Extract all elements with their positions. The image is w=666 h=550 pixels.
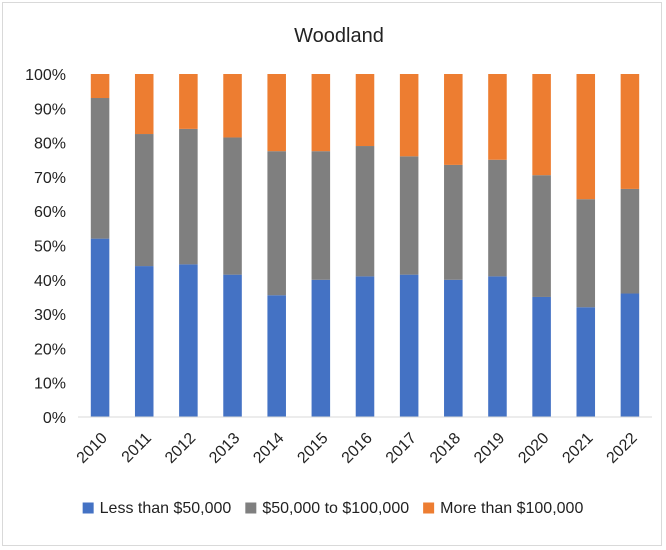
bar-stack-2019 xyxy=(488,74,507,417)
x-tick-label: 2015 xyxy=(294,430,331,467)
x-tick-label: 2021 xyxy=(559,430,596,467)
bar-stack-2018 xyxy=(444,74,463,417)
bar-stack-2010 xyxy=(90,74,110,417)
bar-segment-2016-series-1 xyxy=(355,146,375,277)
legend-item: More than $100,000 xyxy=(423,500,583,517)
y-tick-label: 60% xyxy=(34,204,66,221)
bar-segment-2012-series-0 xyxy=(179,264,198,417)
legend: Less than $50,000 $50,000 to $100,000 More… xyxy=(82,500,583,517)
bar-stack-2014 xyxy=(267,74,286,417)
bar-segment-2018-series-0 xyxy=(444,279,463,417)
bar-segment-2019-series-1 xyxy=(488,159,507,277)
bars xyxy=(90,74,640,417)
bar-segment-2010-series-1 xyxy=(90,98,110,239)
x-tick-label: 2016 xyxy=(339,430,376,467)
bar-stack-2013 xyxy=(223,74,242,417)
legend-swatch xyxy=(423,502,435,514)
bar-segment-2015-series-1 xyxy=(311,151,331,280)
bar-segment-2019-series-2 xyxy=(488,74,507,160)
bar-segment-2022-series-1 xyxy=(620,188,640,294)
bar-segment-2021-series-1 xyxy=(576,199,596,308)
bar-segment-2017-series-1 xyxy=(399,156,419,275)
bar-segment-2022-series-0 xyxy=(620,293,640,417)
legend-swatch xyxy=(82,502,94,514)
bar-segment-2011-series-2 xyxy=(134,74,154,135)
y-tick-label: 20% xyxy=(34,341,66,358)
bar-segment-2018-series-1 xyxy=(444,164,463,280)
legend-swatch xyxy=(245,502,257,514)
x-axis: 2010 2011 2012 2013 2014 2015 2016 2017 2018 2019… xyxy=(74,416,652,467)
x-tick-label: 2011 xyxy=(119,430,155,466)
bar-segment-2015-series-2 xyxy=(311,74,331,152)
x-tick-label: 2010 xyxy=(74,430,111,467)
y-tick-label: 70% xyxy=(34,170,66,187)
y-tick-label: 10% xyxy=(34,376,66,393)
y-tick-label: 40% xyxy=(34,273,66,290)
bar-segment-2014-series-1 xyxy=(267,151,286,296)
bar-stack-2021 xyxy=(576,74,596,417)
bar-segment-2010-series-0 xyxy=(90,238,110,417)
bar-segment-2017-series-0 xyxy=(399,274,419,417)
bar-stack-2020 xyxy=(532,74,551,417)
bar-stack-2016 xyxy=(355,74,375,417)
x-tick-label: 2013 xyxy=(206,430,243,467)
bar-segment-2014-series-0 xyxy=(267,295,286,417)
bar-segment-2021-series-0 xyxy=(576,307,596,417)
bar-segment-2017-series-2 xyxy=(399,74,419,157)
bar-segment-2014-series-2 xyxy=(267,74,286,152)
bar-stack-2017 xyxy=(399,74,419,417)
bar-segment-2015-series-0 xyxy=(311,279,331,417)
y-tick-label: 50% xyxy=(34,239,66,256)
bar-segment-2019-series-0 xyxy=(488,276,507,417)
x-tick-label: 2017 xyxy=(383,430,420,467)
bar-stack-2015 xyxy=(311,74,331,417)
bar-stack-2022 xyxy=(620,74,640,417)
y-tick-label: 30% xyxy=(34,307,66,324)
bar-segment-2012-series-2 xyxy=(179,74,198,129)
bar-segment-2011-series-1 xyxy=(134,134,154,267)
y-tick-label: 90% xyxy=(34,101,66,118)
legend-label: More than $100,000 xyxy=(440,500,583,517)
bar-segment-2021-series-2 xyxy=(576,74,596,200)
x-tick-label: 2012 xyxy=(162,430,199,467)
y-tick-label: 100% xyxy=(25,67,66,84)
chart-title: Woodland xyxy=(294,25,384,47)
x-tick-label: 2019 xyxy=(471,430,508,467)
x-tick-label: 2018 xyxy=(427,430,464,467)
bar-segment-2010-series-2 xyxy=(90,74,110,99)
bar-segment-2022-series-2 xyxy=(620,74,640,189)
bar-stack-2012 xyxy=(179,74,198,417)
y-tick-label: 80% xyxy=(34,136,66,153)
y-axis: 0% 10% 20% 30% 40% 50% 60% 70% 80% 90% 100% xyxy=(25,67,66,427)
legend-item: $50,000 to $100,000 xyxy=(245,500,409,517)
y-tick-label: 0% xyxy=(43,410,66,427)
bar-segment-2012-series-1 xyxy=(179,128,198,265)
legend-label: $50,000 to $100,000 xyxy=(262,500,409,517)
x-tick-label: 2014 xyxy=(250,430,287,467)
legend-label: Less than $50,000 xyxy=(100,500,232,517)
bar-segment-2011-series-0 xyxy=(134,266,154,417)
bar-segment-2016-series-0 xyxy=(355,276,375,417)
legend-item: Less than $50,000 xyxy=(82,500,232,517)
bar-segment-2020-series-0 xyxy=(532,296,551,417)
bar-segment-2018-series-2 xyxy=(444,74,463,165)
bar-stack-2011 xyxy=(134,74,154,417)
x-tick-label: 2022 xyxy=(604,430,641,467)
bar-segment-2013-series-0 xyxy=(223,274,242,417)
x-tick-label: 2020 xyxy=(515,430,552,467)
bar-segment-2020-series-2 xyxy=(532,74,551,176)
bar-segment-2016-series-2 xyxy=(355,74,375,147)
bar-segment-2013-series-1 xyxy=(223,137,242,275)
bar-segment-2020-series-1 xyxy=(532,175,551,297)
bar-segment-2013-series-2 xyxy=(223,74,242,138)
